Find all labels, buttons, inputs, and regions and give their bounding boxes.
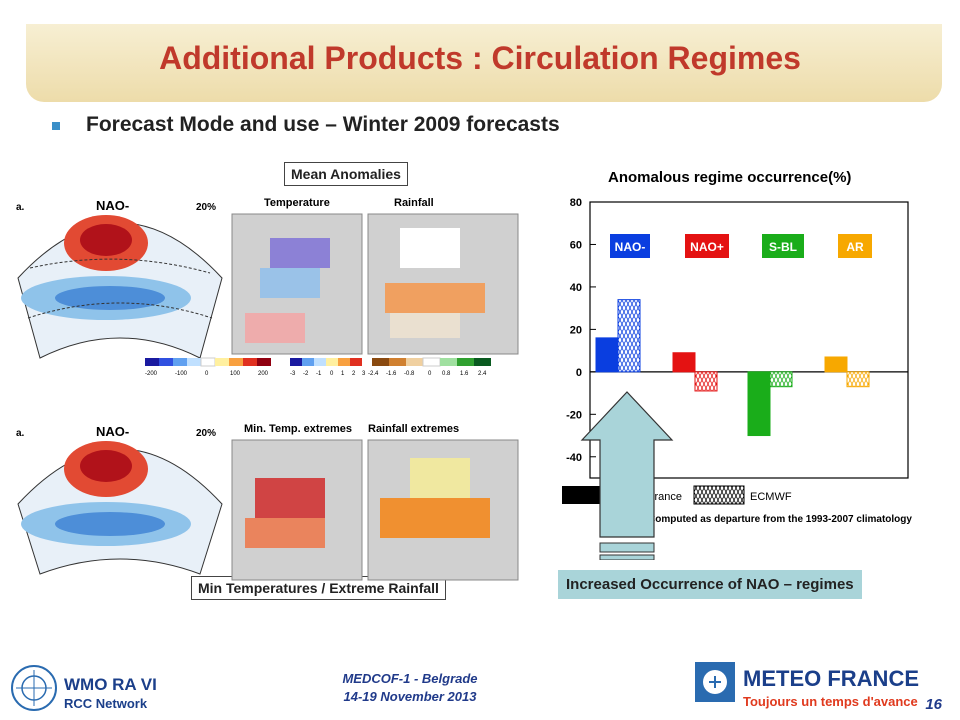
svg-text:RCC Network: RCC Network: [64, 696, 148, 711]
svg-text:-200: -200: [145, 371, 158, 377]
svg-text:NAO-: NAO-: [615, 240, 646, 254]
colorbar-1-ticks: -200 -100 0 100 200: [145, 371, 269, 377]
svg-text:0: 0: [330, 371, 334, 377]
bar-nao--meteo-france: [672, 352, 696, 373]
svg-text:0: 0: [428, 371, 432, 377]
svg-text:-1: -1: [316, 371, 322, 377]
maps-panel: a. NAO- 20% Temperature Rainfall -200 -1…: [16, 197, 519, 581]
legend-nao-plus: [685, 234, 729, 258]
svg-text:-2: -2: [303, 371, 309, 377]
legend-regimes: NAO- NAO+ S-BL AR: [610, 234, 872, 258]
bar-s-bl-ecmwf: [769, 371, 793, 388]
y-tick-label: 20: [570, 324, 582, 336]
y-tick-label: -40: [566, 452, 582, 464]
svg-text:2.4: 2.4: [478, 371, 487, 377]
rainfall-title: Rainfall: [394, 197, 434, 209]
svg-text:METEO FRANCE: METEO FRANCE: [743, 666, 919, 691]
svg-text:S-BL: S-BL: [769, 240, 797, 254]
increased-nao-label: Increased Occurrence of NAO – regimes: [558, 570, 862, 599]
legend-nao-minus: [610, 234, 650, 258]
bars: [595, 299, 870, 437]
wmo-logo: WMO RA VI RCC Network: [11, 665, 157, 711]
bar-nao--ecmwf: [617, 299, 641, 373]
svg-text:-1.6: -1.6: [386, 371, 397, 377]
bullet-text: Forecast Mode and use – Winter 2009 fore…: [86, 113, 560, 136]
svg-text:200: 200: [258, 371, 269, 377]
colorbar-2: [290, 358, 362, 366]
slide-title: Additional Products : Circulation Regime…: [159, 40, 801, 76]
legend-series: o-France ECMWF: [562, 485, 792, 505]
svg-text:WMO RA VI: WMO RA VI: [64, 675, 157, 694]
y-tick-label: 60: [570, 239, 582, 251]
svg-text:-100: -100: [175, 371, 188, 377]
colorbar-1: [145, 357, 271, 367]
svg-text:Toujours un temps d'avance: Toujours un temps d'avance: [743, 694, 918, 709]
temperature-map: Temperature: [231, 197, 363, 355]
y-tick-label: -20: [566, 409, 582, 421]
svg-text:3: 3: [362, 371, 366, 377]
nao-pattern-map-1: [17, 215, 223, 359]
min-temp-extremes-map: Min. Temp. extremes: [231, 423, 363, 581]
bar-nao--meteo-france: [595, 337, 619, 373]
rainfall-map: Rainfall: [367, 197, 519, 355]
mean-anomalies-label: Mean Anomalies: [284, 162, 408, 186]
temperature-title: Temperature: [264, 197, 330, 209]
y-tick-label: 0: [576, 367, 582, 379]
min-temp-extremes-title: Min. Temp. extremes: [244, 423, 352, 435]
rainfall-extremes-map: Rainfall extremes: [367, 423, 519, 581]
svg-text:AR: AR: [846, 240, 864, 254]
colorbar-3: [372, 357, 491, 367]
legend-s-bl: [762, 234, 804, 258]
chart-title: Anomalous regime occurrence(%): [608, 169, 851, 186]
svg-text:NAO+: NAO+: [690, 240, 724, 254]
legend-ecmwf-text: ECMWF: [750, 491, 792, 503]
panel-a-label-2: a.: [16, 428, 25, 439]
bar-ar-ecmwf: [846, 371, 870, 388]
colorbar-3-ticks: -2.4 -1.6 -0.8 0 0.8 1.6 2.4: [368, 371, 487, 377]
svg-text:0: 0: [205, 371, 209, 377]
meteo-france-logo: METEO FRANCE Toujours un temps d'avance: [695, 662, 919, 709]
svg-text:1: 1: [341, 371, 345, 377]
footer-event-dates: 14-19 November 2013: [343, 689, 477, 704]
svg-text:2: 2: [352, 371, 356, 377]
y-tick-label: 80: [570, 197, 582, 209]
legend-meteo-france-swatch: [562, 486, 602, 504]
footer-event-name: MEDCOF-1 - Belgrade: [342, 671, 478, 686]
nao-pattern-map-2: [17, 441, 223, 575]
title-banner: [26, 24, 942, 102]
svg-text:0.8: 0.8: [442, 371, 451, 377]
svg-text:-2.4: -2.4: [368, 371, 379, 377]
colorbar-2-ticks: -3 -2 -1 0 1 2 3: [290, 371, 366, 377]
y-tick-label: 40: [570, 282, 582, 294]
up-arrow-icon: [580, 391, 674, 560]
rainfall-extremes-title: Rainfall extremes: [368, 423, 459, 435]
chart-footnote: Computed as departure from the 1993-2007…: [648, 514, 912, 525]
svg-text:1.6: 1.6: [460, 371, 469, 377]
pct-label: 20%: [196, 202, 216, 213]
legend-ecmwf-swatch: [693, 485, 745, 505]
page-number: 16: [925, 696, 942, 713]
regime-bar-chart: Anomalous regime occurrence(%) 80 60 40 20 0…: [562, 169, 912, 560]
svg-text:100: 100: [230, 371, 241, 377]
bar-ar-meteo-france: [824, 356, 848, 373]
bar-nao--ecmwf: [694, 371, 718, 392]
bar-s-bl-meteo-france: [747, 371, 771, 437]
legend-ar: [838, 234, 872, 258]
nao-minus-label-2: NAO-: [96, 424, 129, 439]
footer-event: MEDCOF-1 - Belgrade 14-19 November 2013: [300, 670, 520, 706]
svg-text:-0.8: -0.8: [404, 371, 415, 377]
nao-minus-label: NAO-: [96, 198, 129, 213]
bullet-marker: [52, 122, 60, 130]
panel-a-label: a.: [16, 202, 25, 213]
svg-text:-3: -3: [290, 371, 296, 377]
pct-label-2: 20%: [196, 428, 216, 439]
